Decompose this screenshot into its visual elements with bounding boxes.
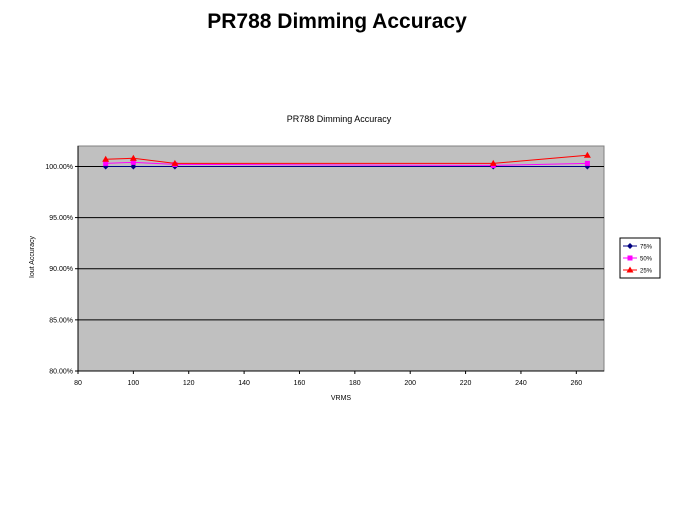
data-point: [489, 159, 497, 166]
y-tick-label: 85.00%: [49, 317, 73, 324]
plot-area: [77, 145, 605, 372]
y-axis-label: Iout Accuracy: [29, 235, 36, 278]
x-tick-label: 140: [238, 380, 250, 387]
legend-label: 25%: [640, 269, 653, 275]
data-point: [130, 163, 137, 170]
series-lines: [102, 151, 591, 170]
data-point: [584, 160, 590, 166]
chart-title: PR788 Dimming Accuracy: [287, 114, 392, 124]
slide-title: PR788 Dimming Accuracy: [207, 10, 467, 33]
x-tick-label: 240: [515, 380, 527, 387]
x-tick-label: 80: [74, 380, 82, 387]
x-tick-label: 120: [183, 380, 195, 387]
data-point: [171, 159, 179, 166]
data-point: [130, 159, 136, 165]
y-tick-label: 100.00%: [45, 164, 73, 171]
legend-label: 50%: [640, 257, 653, 263]
data-point: [129, 154, 137, 161]
y-tick-label: 80.00%: [49, 369, 73, 376]
x-tick-label: 160: [294, 380, 306, 387]
data-point: [103, 160, 109, 166]
legend-item: 25%: [623, 266, 653, 275]
legend-label: 75%: [640, 245, 653, 251]
x-tick-label: 100: [128, 380, 140, 387]
legend-item: 50%: [623, 255, 653, 263]
y-tick-label: 95.00%: [49, 215, 73, 222]
x-axis: 80 100 120 140 160 180 200 220 240 260: [74, 146, 604, 387]
legend-item: 75%: [623, 243, 653, 251]
y-tick-label: 90.00%: [49, 266, 73, 273]
data-point: [102, 155, 110, 162]
x-tick-label: 200: [404, 380, 416, 387]
x-tick-label: 260: [570, 380, 582, 387]
legend: 75% 50% 25%: [619, 237, 661, 279]
data-point: [627, 255, 633, 261]
data-point: [627, 243, 633, 249]
y-axis: 80.00% 85.00% 90.00% 95.00% 100.00%: [45, 164, 78, 376]
x-tick-label: 180: [349, 380, 361, 387]
x-axis-label: VRMS: [331, 395, 352, 402]
data-point: [626, 266, 634, 273]
series-25-pct: [102, 151, 591, 166]
data-point: [583, 151, 591, 158]
x-tick-label: 220: [460, 380, 472, 387]
